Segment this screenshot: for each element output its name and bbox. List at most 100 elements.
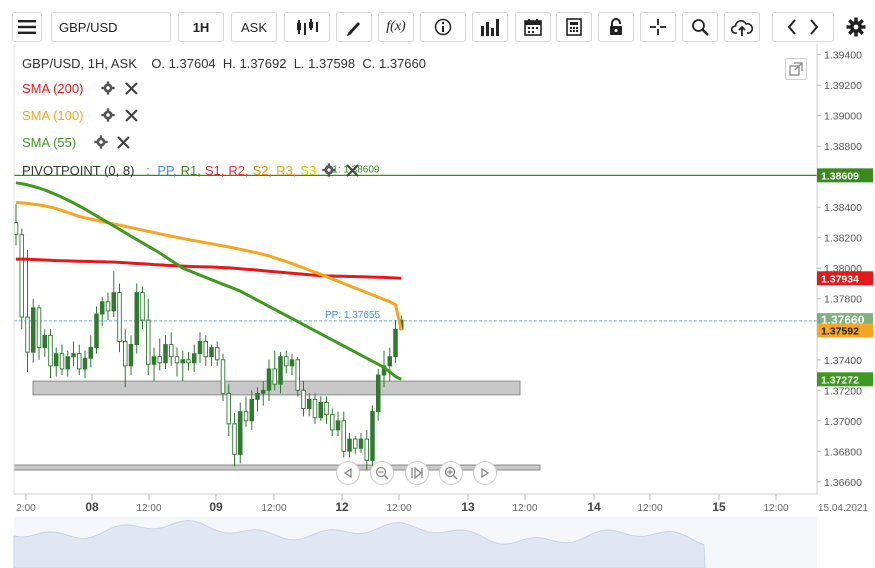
pivot-item: PP, [157,163,177,178]
candle-body [347,438,352,452]
sma55-remove[interactable] [117,135,131,152]
pivot-item: S3 [300,163,317,178]
zoom-in-icon [444,466,458,480]
draw-tool-button[interactable] [336,12,372,42]
pivot-item: R3, [276,163,297,178]
x-tick-label: 08 [85,500,99,514]
candle-body [174,356,180,364]
price-type-label: ASK [240,19,267,35]
candle-body [358,438,364,449]
candle-body [393,328,398,358]
info-button[interactable] [420,12,466,42]
sma200-remove[interactable] [124,81,138,98]
candle-body [214,347,220,361]
candle-body [65,356,70,370]
zoom-out-button[interactable] [370,461,394,485]
upload-button[interactable] [724,12,760,42]
price-tag [817,323,873,338]
sma55-settings[interactable] [94,135,108,152]
magnifier-icon [692,19,709,36]
candle-body [318,402,324,419]
pivot-item: S1, [204,163,225,178]
candle-body [48,334,53,367]
pivot-item: R1, [180,163,201,178]
calendar-icon [524,19,542,36]
scroll-left-button[interactable] [787,19,797,35]
candle-body [76,353,82,370]
zoom-in-button[interactable] [439,461,463,485]
crosshair-icon [650,19,666,35]
scroll-right-button[interactable] [809,19,819,35]
gear-icon [846,17,866,37]
reset-zoom-button[interactable] [405,461,429,485]
candle-body [301,389,306,410]
pivot-item: R2, [228,163,249,178]
candle-body [370,411,375,461]
triangle-left-icon [343,468,352,478]
pivot-item: S2, [252,163,273,178]
gear-icon [101,108,115,122]
navigator-series [13,519,706,568]
calculator-button[interactable] [556,12,592,42]
y-tick-label: 1.39200 [824,80,862,92]
timeframe-button[interactable]: 1H [178,12,224,42]
pivot-separator: : [146,163,150,178]
candle-body [278,356,283,385]
popout-button[interactable] [785,58,807,80]
sma-line [15,201,403,331]
x-tick-label: 09 [209,500,223,514]
hamburger-menu-button[interactable] [12,12,42,42]
settings-button[interactable] [841,12,871,42]
candle-body [330,414,335,431]
price-tag-label: 1.37934 [821,273,859,285]
candle-body [272,368,278,385]
pivot-settings[interactable] [322,163,336,180]
candle-body [289,359,295,367]
scroll-forward-button[interactable] [473,461,497,485]
gear-icon [94,135,108,149]
pivot-legend: PIVOTPOINT (0, 8) : PP, R1, S1, R2, S2, R3, S3 [22,163,359,180]
ohlc-legend: GBP/USD, 1H, ASK O. 1.37604 H. 1.37692 L… [22,56,426,71]
calendar-button[interactable] [515,12,551,42]
candle-body [312,398,318,419]
candle-body [226,392,231,425]
sma200-settings[interactable] [101,81,115,98]
sma-line [16,257,402,280]
sma200-legend: SMA (200) [22,81,138,98]
sma200-label: SMA (200) [22,81,84,96]
y-tick-label: 1.36800 [824,446,862,458]
sma55-label: SMA (55) [22,135,77,150]
candle-body [111,292,116,312]
y-tick-label: 1.36600 [824,477,862,489]
y-tick-label: 1.38800 [824,141,862,153]
candle-body [243,411,249,422]
candle-body [295,359,301,391]
zoom-button[interactable] [682,12,718,42]
candle-body [19,234,25,318]
chart-type-button[interactable] [284,12,330,42]
pivot-remove[interactable] [345,163,359,180]
lock-icon [610,18,622,35]
gear-icon [101,81,115,95]
x-tick-label: 13 [461,500,475,514]
candle-body [324,402,329,416]
sma100-settings[interactable] [101,108,115,125]
crosshair-button[interactable] [640,12,676,42]
scroll-back-button[interactable] [336,461,360,485]
volume-button[interactable] [472,12,508,42]
candle-body [59,353,65,370]
candle-body [220,359,226,394]
lock-button[interactable] [598,12,634,42]
candle-body [191,353,197,364]
symbol-select[interactable]: GBP/USD [51,12,171,42]
candle-body [134,292,139,345]
indicators-button[interactable]: f(x) [378,12,414,42]
candle-body [186,359,191,364]
price-type-button[interactable]: ASK [231,12,277,42]
sma100-remove[interactable] [124,108,138,125]
candle-body [266,368,272,391]
candle-body [157,356,162,364]
sma-line [15,181,402,381]
price-tag-label: 1.37592 [821,325,859,337]
support-zones [13,380,541,471]
